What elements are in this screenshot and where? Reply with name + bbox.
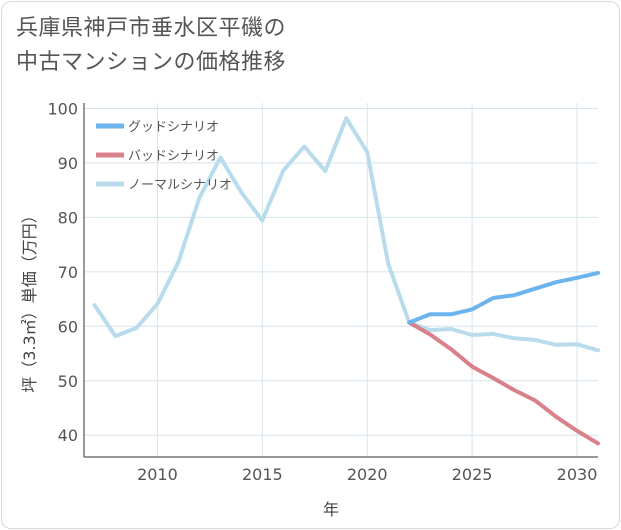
axes (83, 103, 598, 458)
y-tick-label: 90 (58, 154, 78, 173)
legend-label-0: グッドシナリオ (128, 120, 219, 135)
x-tick-label: 2015 (242, 465, 283, 484)
series-line-2 (92, 116, 600, 353)
y-tick-label: 40 (58, 426, 78, 445)
y-tick-label: 70 (58, 263, 78, 282)
chart-title-line-1: 兵庫県神戸市垂水区平磯の (16, 16, 287, 41)
y-tick-label: 60 (58, 317, 78, 336)
chart-title: 兵庫県神戸市垂水区平磯の 中古マンションの価格推移 (16, 12, 286, 80)
y-tick-label: 80 (58, 208, 78, 227)
series-group (92, 116, 600, 446)
tick-labels: 40 50 60 70 80 90 100 2010 2015 2020 2025 2030 (47, 99, 597, 484)
y-tick-label: 100 (47, 99, 78, 118)
grid (84, 103, 598, 457)
x-tick-label: 2010 (137, 465, 178, 484)
series-line-1 (407, 320, 600, 446)
chart-title-line-2: 中古マンションの価格推移 (16, 50, 287, 75)
x-tick-label: 2025 (452, 465, 493, 484)
y-axis-label: 坪（3.3㎡）単価（万円） (20, 207, 39, 392)
x-axis-label: 年 (323, 500, 339, 519)
x-tick-label: 2030 (557, 465, 598, 484)
y-tick-label: 50 (58, 372, 78, 391)
series-line-0 (407, 270, 600, 325)
x-tick-label: 2020 (347, 465, 388, 484)
legend-label-1: バッドシナリオ (128, 149, 219, 164)
legend-label-2: ノーマルシナリオ (128, 178, 232, 193)
